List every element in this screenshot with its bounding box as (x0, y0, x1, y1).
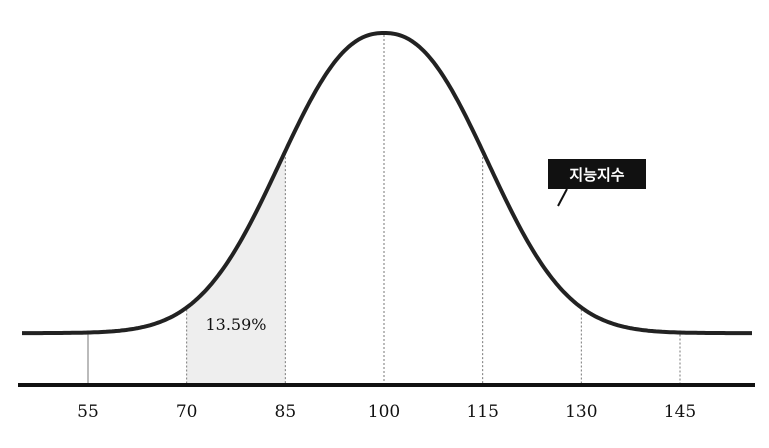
x-tick-label-100: 100 (368, 402, 400, 422)
x-tick-label-70: 70 (176, 402, 198, 422)
shaded-area-percent-label: 13.59% (205, 315, 266, 334)
tick-gridlines (87, 35, 681, 385)
x-tick-label-115: 115 (466, 402, 498, 422)
x-tick-label-130: 130 (565, 402, 597, 422)
x-tick-label-145: 145 (664, 402, 696, 422)
curve-label: 지능지수 (569, 166, 624, 184)
bell-curve (22, 31, 752, 336)
curve-label-box (548, 159, 646, 189)
x-tick-label-55: 55 (77, 402, 99, 422)
shaded-area-70-85 (186, 151, 286, 385)
curve-label-leader (557, 188, 568, 207)
x-tick-labels: 55 70 85 100 115 130 145 (77, 402, 696, 422)
x-tick-label-85: 85 (275, 402, 297, 422)
